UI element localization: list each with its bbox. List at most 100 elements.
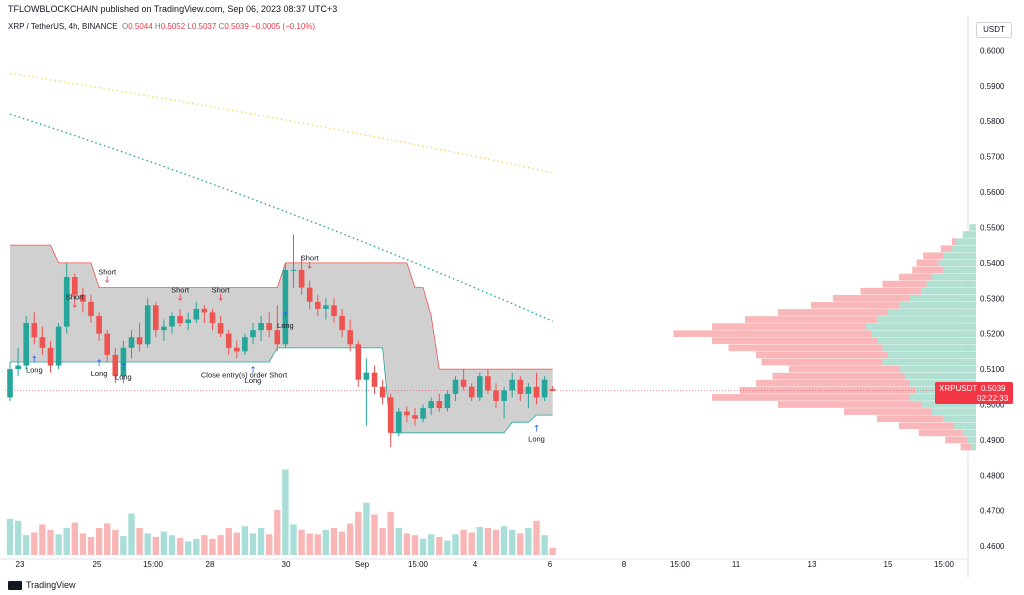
volume-profile-up-row — [921, 401, 976, 408]
volume-bar — [419, 538, 427, 555]
volume-profile-down-row — [712, 323, 866, 330]
volume-profile-down-row — [756, 351, 888, 359]
volume-bar — [509, 529, 516, 555]
currency-unit-button[interactable]: USDT — [976, 22, 1012, 38]
candle-body — [55, 326, 62, 366]
close-value: 0.5039 — [224, 22, 249, 31]
volume-bar — [306, 533, 313, 555]
strategy-signal-label: Long — [277, 321, 294, 330]
volume-profile-up-row — [910, 294, 976, 302]
volume-profile-up-row — [951, 245, 976, 253]
candle-body — [250, 330, 256, 338]
candle-body — [120, 347, 127, 377]
volume-bar — [257, 528, 265, 555]
y-tick-label: 0.5000 — [980, 401, 1005, 410]
long-arrow-icon: ↑ — [533, 425, 541, 435]
open-value: 0.5044 — [128, 22, 153, 31]
candle-body — [274, 330, 281, 345]
high-value: 0.5052 — [160, 22, 186, 31]
candle-body — [7, 369, 13, 398]
volume-bar — [152, 537, 159, 555]
footer-bar: TradingView — [0, 578, 1024, 595]
x-tick-label: 15:00 — [670, 560, 691, 569]
candle-body — [404, 411, 410, 416]
volume-profile-up-row — [866, 323, 976, 330]
volume-profile-down-row — [899, 422, 954, 430]
volume-profile-up-row — [943, 252, 976, 260]
volume-profile-down-row — [940, 245, 952, 253]
x-tick-label: 23 — [16, 560, 25, 569]
volume-profile-down-row — [877, 415, 943, 423]
y-tick-label: 0.4900 — [980, 436, 1005, 445]
long-arrow-icon: ↑ — [31, 355, 39, 365]
volume-profile-down-row — [772, 372, 905, 380]
candle-body — [258, 323, 264, 331]
candle-body — [371, 372, 378, 387]
volume-bar — [484, 528, 492, 555]
candle-body — [444, 393, 451, 409]
volume-profile-down-row — [745, 316, 877, 323]
volume-profile-up-row — [932, 408, 976, 415]
low-label: L — [187, 22, 192, 31]
y-tick-label: 0.5400 — [980, 259, 1005, 268]
symbol-name[interactable]: XRP / TetherUS, 4h, BINANCE — [8, 22, 118, 31]
strategy-signal-label: Short — [66, 292, 85, 301]
y-tick-label: 0.4700 — [980, 507, 1005, 516]
volume-profile-up-row — [877, 337, 976, 345]
volume-bar — [468, 532, 475, 555]
candle-body — [347, 330, 353, 345]
volume-bar — [160, 531, 168, 555]
volume-bar — [136, 528, 143, 555]
strategy-signal-label: Close entry(s) order Short — [201, 370, 288, 379]
volume-profile-down-row — [728, 344, 883, 352]
strategy-signal-label: Short — [212, 285, 231, 294]
candle-body — [72, 277, 78, 295]
volume-bar — [209, 538, 216, 555]
candle-body — [177, 315, 183, 324]
volume-bar — [225, 528, 232, 555]
volume-profile-down-row — [916, 259, 939, 267]
strategy-signal-label: Long — [245, 376, 262, 385]
candle-body — [298, 269, 305, 288]
volume-profile-down-row — [778, 309, 888, 316]
footer-brand: TradingView — [26, 580, 76, 590]
volume-bar — [266, 534, 273, 555]
volume-profile-down-row — [833, 294, 910, 302]
volume-profile-down-row — [912, 266, 943, 274]
x-tick-label: 30 — [282, 560, 291, 569]
volume-bar — [87, 537, 95, 555]
candle-body — [88, 301, 94, 316]
volume-bar — [6, 519, 14, 555]
strategy-signal-label: Long — [528, 435, 545, 444]
x-tick-label: 6 — [548, 560, 553, 569]
volume-bar — [387, 511, 394, 555]
volume-profile-up-row — [954, 422, 976, 430]
volume-bar — [168, 535, 176, 555]
volume-bar — [347, 523, 354, 555]
volume-bar — [517, 533, 524, 555]
publisher-text: TFLOWBLOCKCHAIN published on TradingView… — [8, 4, 338, 14]
candle-body — [460, 379, 467, 387]
candle-body — [266, 323, 272, 331]
channel-upper-line — [10, 244, 553, 370]
candle-body — [96, 315, 102, 334]
chart-legend: XRP / TetherUS, 4h, BINANCE O0.5044 H0.5… — [8, 22, 315, 31]
last-price-tag: XRPUSDT 0.5039 02:22:33 — [935, 382, 1013, 404]
volume-profile-down-row — [918, 429, 963, 437]
volume-bar — [379, 528, 386, 555]
candle-body — [420, 408, 426, 419]
volume-profile-down-row — [899, 273, 932, 281]
volume-profile-up-row — [962, 429, 976, 437]
volume-bar — [55, 534, 62, 555]
price-tag-symbol: XRPUSDT — [939, 384, 978, 393]
candle-body — [533, 386, 540, 398]
volume-profile-up-row — [969, 224, 976, 231]
volume-profile-up-row — [971, 443, 976, 451]
volume-profile-up-row — [943, 415, 976, 423]
volume-profile-up-row — [882, 344, 976, 352]
tradingview-logo[interactable]: TradingView — [8, 580, 76, 590]
candle-body — [136, 337, 143, 345]
x-tick-label: 15 — [884, 560, 893, 569]
price-tag-countdown: 02:22:33 — [977, 394, 1009, 403]
